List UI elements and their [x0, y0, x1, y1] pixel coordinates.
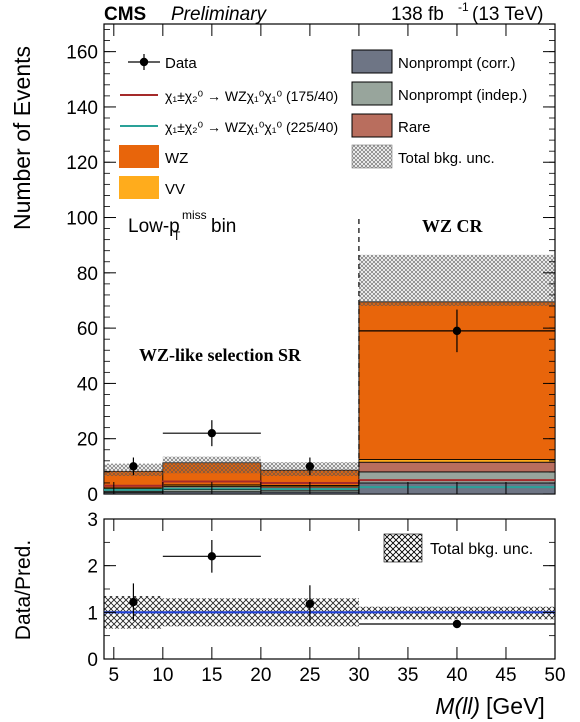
ratio-y-axis-label: Data/Pred.: [12, 540, 35, 640]
x-tick-label-50: 50: [544, 665, 565, 686]
svg-text:Nonprompt (corr.): Nonprompt (corr.): [398, 55, 516, 72]
x-tick-label-40: 40: [446, 665, 467, 686]
x-axis-label: M(ll) [GeV]: [435, 693, 545, 719]
data-point-0: [129, 462, 138, 471]
svg-text:T: T: [173, 229, 181, 243]
unc-band-bin-3: [358, 254, 555, 306]
legend-nonprompt-indep: Nonprompt (indep.): [351, 81, 527, 106]
x-tick-label-45: 45: [495, 665, 516, 686]
svg-text:Data: Data: [165, 55, 197, 72]
svg-text:[GeV]: [GeV]: [486, 693, 545, 719]
legend-nonprompt-corr: Nonprompt (corr.): [351, 49, 516, 74]
status-label: Preliminary: [171, 4, 268, 25]
ratio-point-1: [207, 552, 217, 561]
x-tick-label-10: 10: [152, 665, 173, 686]
ratio-point-3: [452, 619, 462, 629]
legend-data: Data: [128, 54, 197, 72]
lumi-label: 138 fb -1 (13 TeV): [391, 0, 543, 25]
y-axis-label: Number of Events: [9, 46, 35, 230]
y-tick-label-120: 120: [66, 153, 98, 174]
ratio-frame: [103, 518, 556, 660]
svg-text:χ₁±χ₂⁰ → WZχ₁⁰χ₁⁰ (175/40): χ₁±χ₂⁰ → WZχ₁⁰χ₁⁰ (175/40): [165, 88, 338, 104]
x-tick-label-35: 35: [397, 665, 418, 686]
unc-band-bin-1: [162, 456, 261, 474]
svg-text:Total bkg. unc.: Total bkg. unc.: [430, 541, 533, 558]
bin-label: Low-p T miss bin: [128, 208, 236, 243]
data-point-3: [452, 326, 462, 336]
ratio-y-tick-label-3: 3: [87, 510, 98, 531]
legend-signal-175: χ₁±χ₂⁰ → WZχ₁⁰χ₁⁰ (175/40): [120, 88, 338, 104]
y-tick-label-140: 140: [66, 98, 98, 119]
legend-vv: VV: [119, 176, 185, 199]
legend: Data χ₁±χ₂⁰ → WZχ₁⁰χ₁⁰ (175/40) χ₁±χ₂⁰ →…: [119, 49, 527, 199]
svg-text:bin: bin: [211, 216, 236, 237]
svg-text:Nonprompt (indep.): Nonprompt (indep.): [398, 87, 527, 104]
y-tick-label-100: 100: [66, 209, 98, 230]
legend-wz: WZ: [119, 145, 188, 168]
x-tick-label-30: 30: [348, 665, 369, 686]
x-tick-label-5: 5: [109, 665, 120, 686]
bar-rare-bin-3: [358, 461, 556, 473]
svg-text:-1: -1: [458, 0, 469, 14]
svg-text:VV: VV: [165, 181, 185, 198]
bar-vv-bin-3: [358, 459, 556, 463]
ratio-panel: 5 10 15 20 25 30 35 40 45 50 0 1 2 3 Data/Pred. Total…: [12, 510, 566, 719]
x-tick-label-25: 25: [299, 665, 320, 686]
ratio-y-tick-label-2: 2: [87, 557, 98, 578]
data-points: [129, 309, 555, 476]
bar-nonprompt-indep-bin-3: [358, 471, 556, 484]
svg-text:χ₁±χ₂⁰ → WZχ₁⁰χ₁⁰ (225/40): χ₁±χ₂⁰ → WZχ₁⁰χ₁⁰ (225/40): [165, 119, 338, 135]
legend-total-unc: Total bkg. unc.: [351, 144, 495, 169]
data-point-2: [305, 462, 315, 471]
y-tick-label-20: 20: [77, 430, 98, 451]
experiment-label: CMS: [104, 4, 146, 25]
y-tick-label-40: 40: [77, 374, 98, 395]
ratio-point-0: [129, 597, 138, 607]
svg-text:(13 TeV): (13 TeV): [472, 4, 543, 25]
svg-text:miss: miss: [182, 208, 207, 222]
sr-label: WZ-like selection SR: [139, 345, 302, 365]
svg-text:Low-p: Low-p: [128, 216, 180, 237]
cr-label: WZ CR: [422, 216, 484, 236]
data-point-1: [207, 428, 217, 438]
svg-text:138 fb: 138 fb: [391, 4, 444, 25]
legend-rare: Rare: [351, 113, 431, 138]
y-tick-label-60: 60: [77, 319, 98, 340]
y-tick-label-0: 0: [87, 485, 98, 506]
svg-text:WZ: WZ: [165, 150, 188, 167]
ratio-point-2: [305, 599, 315, 609]
svg-text:M(ll): M(ll): [435, 693, 480, 719]
x-tick-label-20: 20: [250, 665, 271, 686]
y-tick-label-80: 80: [77, 264, 98, 285]
main-axis-ticks: 0 20 40 60 80 100 120 140 160: [66, 24, 556, 506]
ratio-legend: Total bkg. unc.: [383, 533, 533, 563]
ratio-y-tick-label-1: 1: [87, 603, 98, 624]
svg-text:Total bkg. unc.: Total bkg. unc.: [398, 150, 495, 167]
legend-signal-225: χ₁±χ₂⁰ → WZχ₁⁰χ₁⁰ (225/40): [120, 119, 338, 135]
ratio-y-tick-label-0: 0: [87, 650, 98, 671]
ratio-axis-ticks: 5 10 15 20 25 30 35 40 45 50 0 1 2 3: [87, 510, 565, 686]
x-tick-label-15: 15: [201, 665, 222, 686]
ratio-points: [129, 540, 555, 629]
svg-text:Rare: Rare: [398, 119, 431, 136]
y-tick-label-160: 160: [66, 43, 98, 64]
main-panel: 0 20 40 60 80 100 120 140 160 Number of Events L…: [9, 23, 556, 506]
